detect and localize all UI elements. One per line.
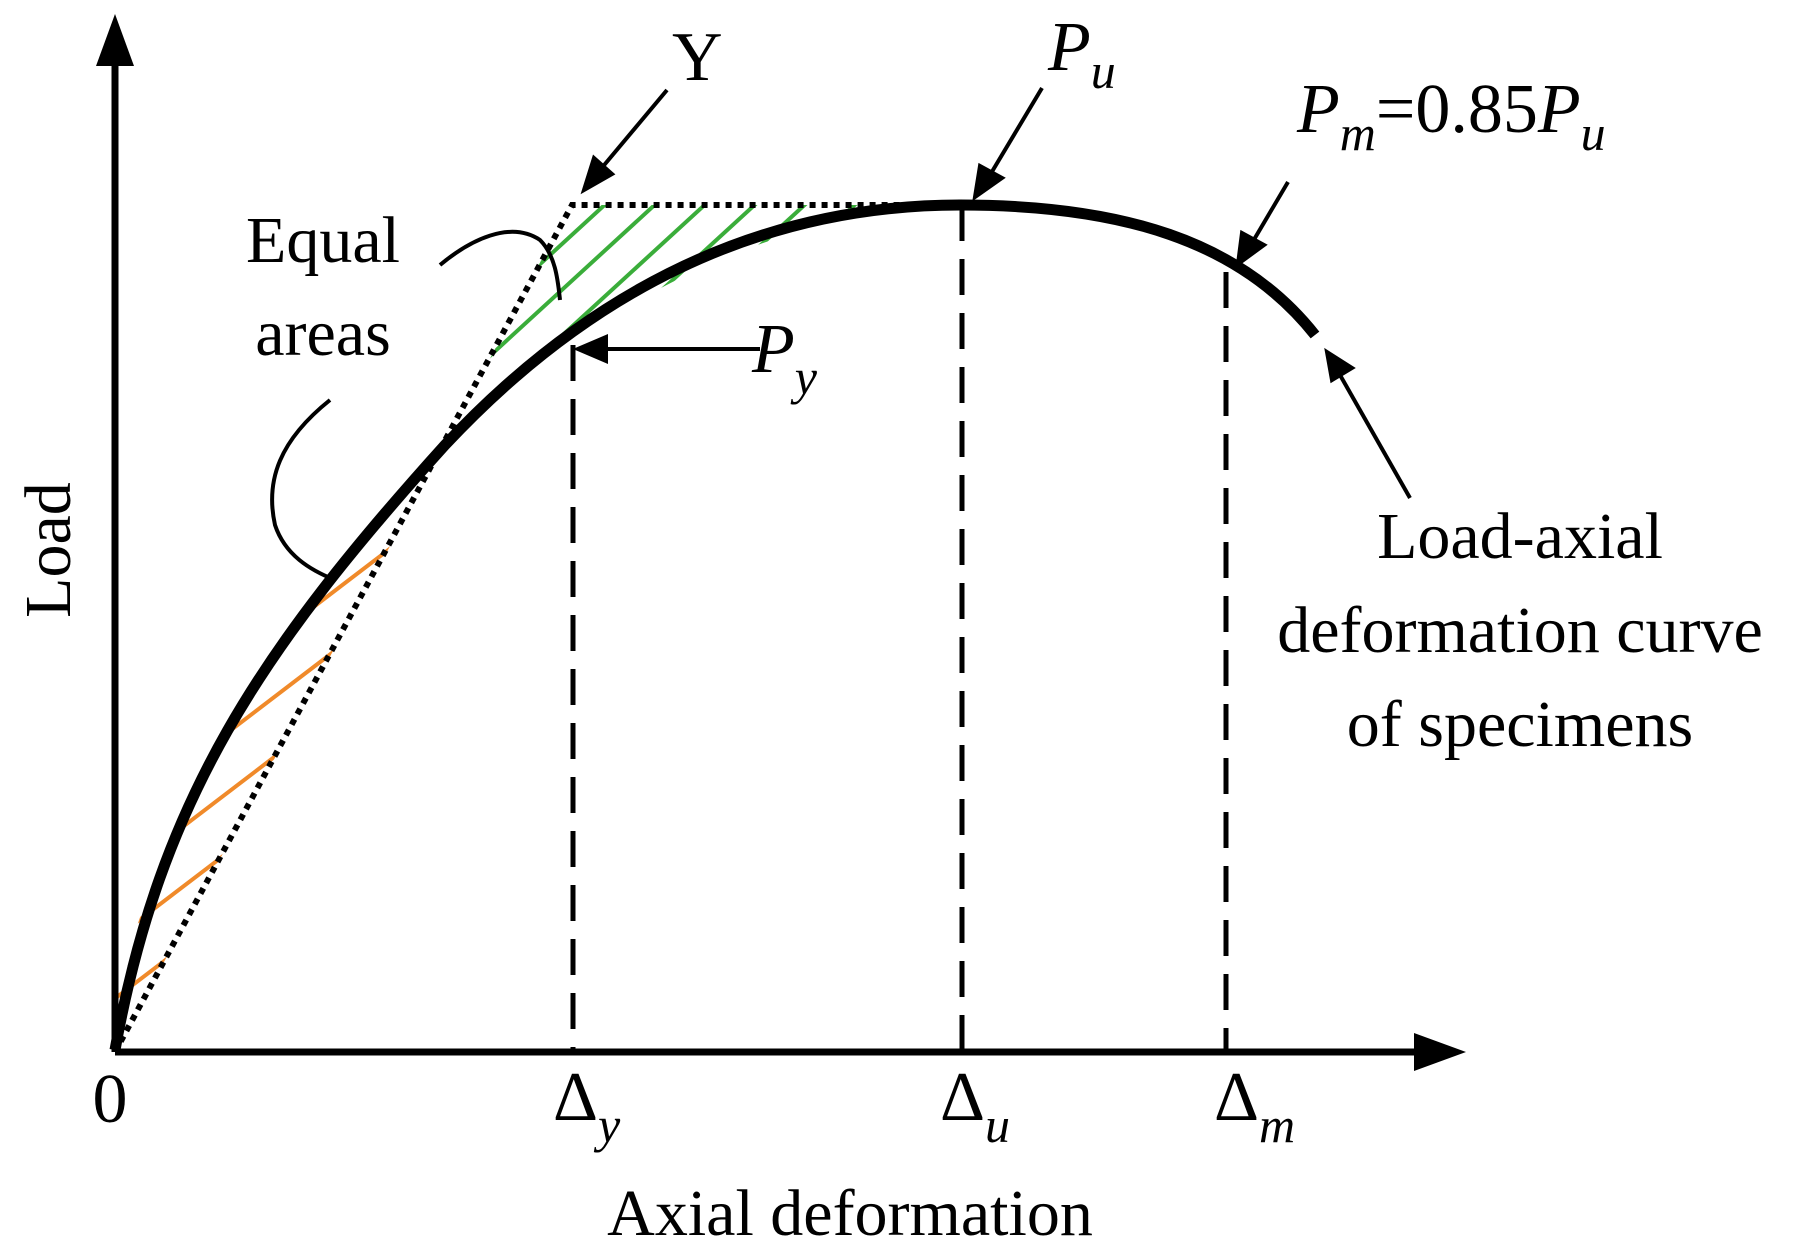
equal-areas-leader-upper — [438, 229, 562, 301]
x-axis-label: Axial deformation — [607, 1177, 1093, 1250]
x-axis-arrowhead — [1414, 1033, 1466, 1071]
tick-delta-m: Δm — [1214, 1059, 1295, 1153]
y-axis-label: Load — [12, 482, 85, 618]
curve-label-line3: of specimens — [1347, 688, 1693, 761]
curve-label-line2: deformation curve — [1277, 594, 1763, 667]
y-axis-arrowhead — [96, 14, 134, 66]
tick-delta-y: Δy — [553, 1059, 621, 1153]
load-deformation-curve — [109, 199, 1320, 1051]
origin-label: 0 — [93, 1061, 128, 1138]
upper-hatch-region — [445, 205, 960, 422]
py-label: Py — [751, 311, 818, 405]
tick-delta-u: Δu — [940, 1059, 1010, 1153]
equivalent-elastoplastic-line — [112, 202, 960, 1054]
equal-areas-leader-lower — [270, 398, 336, 582]
pm-label: Pm=0.85Pu — [1296, 71, 1606, 161]
equal-areas-label-line1: Equal — [246, 204, 400, 277]
pu-label: Pu — [1047, 9, 1116, 99]
lower-hatch-region — [115, 445, 445, 1052]
yield-point-label: Y — [672, 19, 723, 96]
pointer-arrows — [572, 86, 1412, 499]
equal-areas-label-line2: areas — [255, 297, 391, 370]
curve-label-line1: Load-axial — [1377, 500, 1663, 573]
